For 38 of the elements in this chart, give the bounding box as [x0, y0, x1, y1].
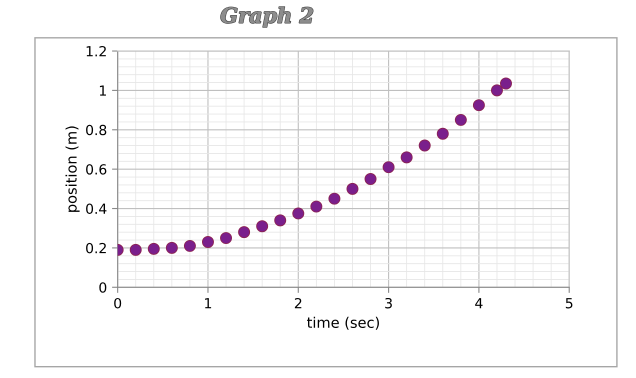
- y-tick-label: 1: [100, 86, 106, 96]
- x-tick-label: 0: [114, 298, 122, 308]
- point: [346, 182, 358, 195]
- x-tick-label: 1: [205, 298, 212, 308]
- point: [166, 242, 178, 254]
- point: [220, 232, 232, 244]
- point: [472, 99, 485, 112]
- point: [500, 78, 512, 90]
- y-tick-label: 0: [99, 282, 106, 293]
- point: [292, 207, 304, 220]
- point: [202, 236, 214, 248]
- chart-title: Graph 2: [220, 6, 313, 28]
- point: [256, 220, 268, 232]
- point: [310, 200, 322, 213]
- point: [364, 173, 377, 185]
- point: [184, 240, 196, 252]
- x-tick-label: 5: [566, 298, 572, 308]
- y-tick-label: 0.6: [86, 164, 106, 175]
- point: [148, 242, 160, 255]
- point: [382, 161, 395, 174]
- point: [238, 226, 250, 238]
- point: [130, 244, 142, 256]
- x-tick-label: 2: [294, 298, 302, 308]
- y-axis-title: position (m): [65, 126, 80, 212]
- point: [400, 151, 413, 164]
- y-tick-label: 0.8: [86, 124, 106, 136]
- point: [454, 114, 467, 126]
- x-axis-title: time (sec): [307, 316, 379, 330]
- x-tick-label: 3: [385, 298, 392, 308]
- y-tick-label: 0.4: [86, 204, 106, 214]
- y-tick-label: 1.2: [86, 46, 106, 56]
- y-tick-label: 0.2: [86, 242, 106, 254]
- point: [418, 140, 431, 152]
- point: [490, 84, 503, 96]
- point: [328, 192, 340, 205]
- point: [436, 128, 449, 140]
- point: [274, 214, 286, 226]
- x-tick-label: 4: [475, 298, 483, 308]
